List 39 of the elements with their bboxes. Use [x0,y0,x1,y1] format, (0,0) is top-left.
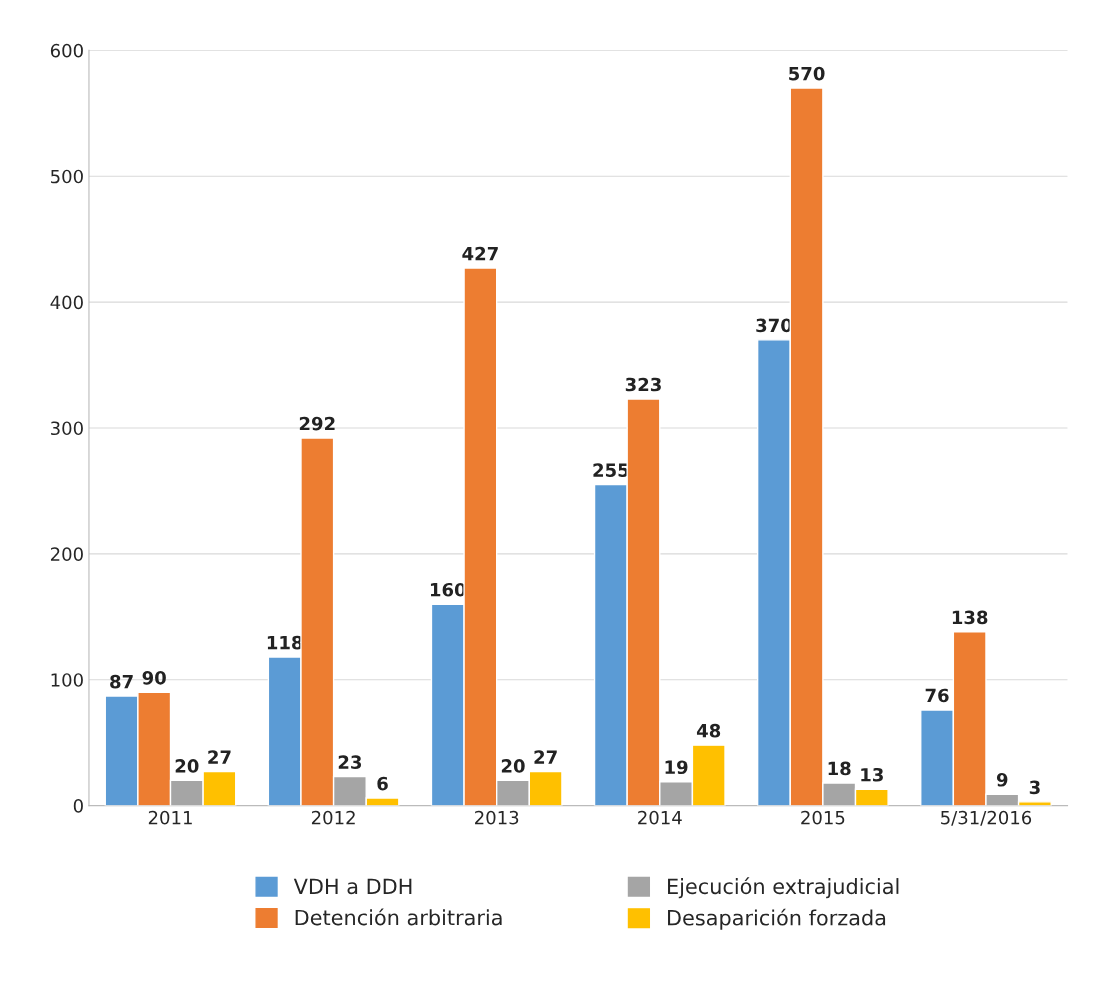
legend-label: Detención arbitraria [295,908,502,926]
data-label: 48 [696,723,721,738]
data-label: 6 [377,776,388,791]
data-label: 18 [828,761,851,776]
data-label: 27 [534,750,557,764]
data-label: 138 [952,610,988,625]
data-label: 90 [142,670,166,685]
data-label: 570 [789,66,825,81]
y-tick-label: 100 [51,673,83,687]
data-label: 20 [175,759,199,773]
y-tick-label: 0 [73,799,83,813]
data-label: 118 [267,635,303,650]
legend-label: VDH a DDH [293,878,412,895]
legend-label: Ejecución extrajudicial [668,877,899,899]
y-tick-label: 200 [50,547,83,561]
legend-label: Desaparición forzada [668,908,886,930]
data-label: 323 [625,377,661,392]
x-tick-label: 2013 [475,810,519,825]
data-label: 427 [462,246,498,261]
y-tick-label: 500 [51,169,83,184]
x-tick-label: 2015 [801,810,845,825]
data-label: 13 [861,767,883,782]
data-label: 23 [338,755,362,769]
data-label: 19 [665,760,688,775]
x-tick-label: 5/31/2016 [941,810,1032,826]
x-tick-label: 2011 [148,810,192,825]
data-label: 3 [1029,780,1040,795]
data-label: 9 [996,772,1008,787]
y-tick-label: 400 [50,295,83,310]
y-tick-label: 600 [50,43,83,58]
data-label: 87 [110,674,133,689]
y-tick-label: 300 [51,421,83,436]
data-label: 292 [299,416,335,431]
data-label: 255 [593,463,629,477]
x-tick-label: 2014 [638,810,682,825]
data-label: 76 [925,688,949,703]
data-label: 27 [208,750,231,764]
x-tick-label: 2012 [311,810,355,825]
data-label: 20 [501,759,525,773]
